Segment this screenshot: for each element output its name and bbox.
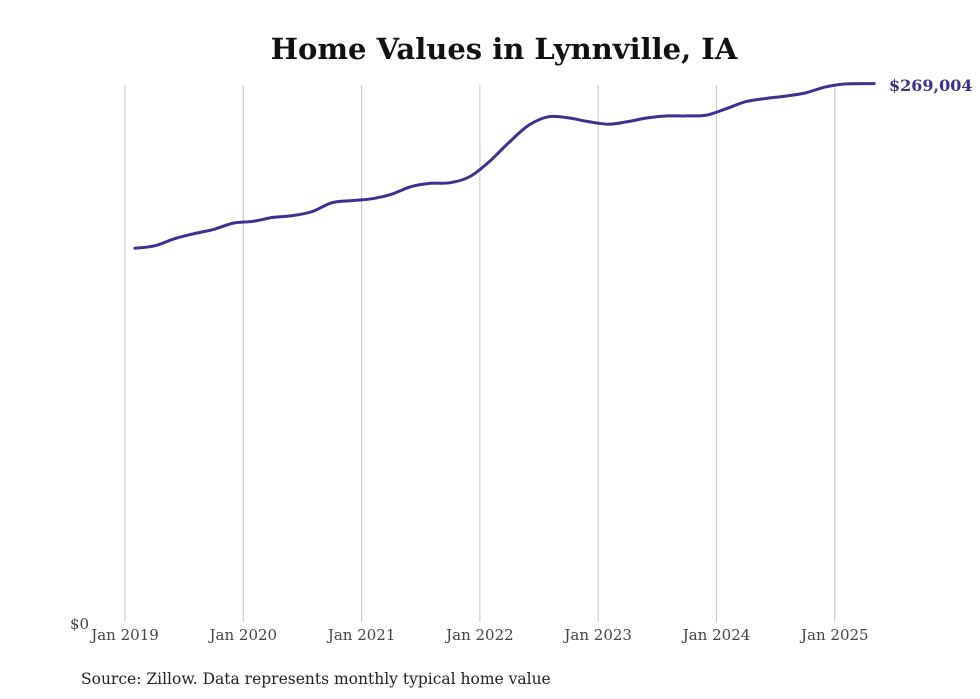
y-axis-zero-label: $0 — [70, 615, 89, 633]
x-tick-label-jan-2022: Jan 2022 — [444, 626, 514, 644]
x-tick-label-jan-2021: Jan 2021 — [326, 626, 396, 644]
home-value-series-line — [133, 82, 876, 250]
x-tick-label-jan-2019: Jan 2019 — [89, 626, 159, 644]
x-tick-label-jan-2024: Jan 2024 — [681, 626, 751, 644]
source-note: Source: Zillow. Data represents monthly … — [81, 670, 551, 688]
x-tick-label-jan-2025: Jan 2025 — [799, 626, 869, 644]
x-tick-label-jan-2023: Jan 2023 — [562, 626, 632, 644]
gridlines — [124, 85, 836, 622]
chart-title: Home Values in Lynnville, IA — [271, 32, 738, 66]
latest-value-label: $269,004 — [889, 76, 973, 95]
x-axis-ticks: Jan 2019 Jan 2020 Jan 2021 Jan 2022 Jan 2023… — [89, 626, 868, 644]
x-tick-label-jan-2020: Jan 2020 — [208, 626, 278, 644]
